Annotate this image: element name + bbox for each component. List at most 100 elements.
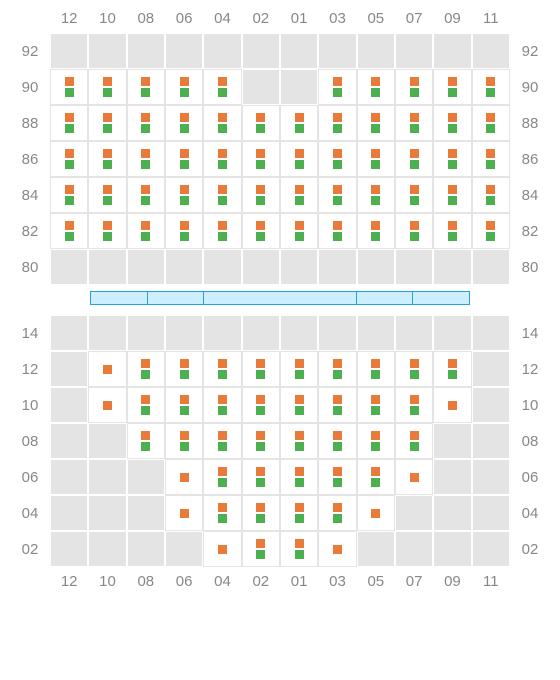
seat-cell[interactable]: [395, 105, 433, 141]
seat-cell[interactable]: [357, 141, 395, 177]
seat-cell[interactable]: [242, 213, 280, 249]
seat-cell[interactable]: [88, 105, 126, 141]
seat-cell[interactable]: [357, 177, 395, 213]
seat-cell[interactable]: [127, 213, 165, 249]
seat-cell[interactable]: [395, 69, 433, 105]
seat-cell[interactable]: [203, 351, 241, 387]
seat-cell[interactable]: [395, 351, 433, 387]
seat-cell[interactable]: [88, 351, 126, 387]
seat-cell[interactable]: [472, 177, 510, 213]
seat-cell[interactable]: [127, 105, 165, 141]
seat-cell[interactable]: [242, 105, 280, 141]
seat-cell[interactable]: [242, 177, 280, 213]
seat-cell[interactable]: [127, 177, 165, 213]
seat-cell[interactable]: [88, 141, 126, 177]
seat-cell[interactable]: [50, 141, 88, 177]
seat-cell[interactable]: [395, 459, 433, 495]
seat-cell[interactable]: [165, 495, 203, 531]
seat-cell[interactable]: [357, 213, 395, 249]
seat-cell[interactable]: [357, 69, 395, 105]
seat-cell[interactable]: [242, 141, 280, 177]
seat-cell[interactable]: [433, 351, 471, 387]
seat-cell[interactable]: [127, 351, 165, 387]
seat-cell[interactable]: [395, 423, 433, 459]
seat-cell[interactable]: [88, 177, 126, 213]
seat-cell[interactable]: [242, 423, 280, 459]
seat-cell[interactable]: [357, 351, 395, 387]
seat-cell[interactable]: [203, 423, 241, 459]
seat-cell[interactable]: [280, 495, 318, 531]
seat-cell[interactable]: [280, 531, 318, 567]
seat-cell[interactable]: [203, 495, 241, 531]
seat-cell[interactable]: [357, 387, 395, 423]
seat-cell[interactable]: [127, 423, 165, 459]
seat-cell[interactable]: [318, 213, 356, 249]
seat-cell[interactable]: [318, 387, 356, 423]
seat-cell[interactable]: [50, 105, 88, 141]
seat-cell[interactable]: [50, 213, 88, 249]
seat-cell[interactable]: [165, 69, 203, 105]
seat-cell[interactable]: [242, 531, 280, 567]
seat-cell[interactable]: [203, 531, 241, 567]
seat-cell[interactable]: [318, 141, 356, 177]
seat-cell[interactable]: [318, 459, 356, 495]
seat-cell[interactable]: [280, 105, 318, 141]
seat-cell[interactable]: [88, 213, 126, 249]
seat-cell[interactable]: [357, 459, 395, 495]
seat-cell[interactable]: [280, 459, 318, 495]
seat-cell[interactable]: [203, 213, 241, 249]
seat-cell[interactable]: [318, 177, 356, 213]
seat-cell[interactable]: [242, 351, 280, 387]
seat-cell[interactable]: [203, 141, 241, 177]
seat-cell[interactable]: [165, 141, 203, 177]
seat-cell[interactable]: [280, 141, 318, 177]
seat-cell[interactable]: [357, 423, 395, 459]
seat-cell[interactable]: [357, 105, 395, 141]
seat-cell[interactable]: [242, 459, 280, 495]
seat-cell[interactable]: [433, 105, 471, 141]
seat-cell[interactable]: [433, 213, 471, 249]
seat-cell[interactable]: [318, 105, 356, 141]
seat-cell[interactable]: [357, 495, 395, 531]
seat-cell[interactable]: [88, 69, 126, 105]
seat-cell[interactable]: [203, 387, 241, 423]
seat-cell[interactable]: [433, 141, 471, 177]
seat-cell[interactable]: [165, 423, 203, 459]
seat-cell[interactable]: [395, 387, 433, 423]
seat-cell[interactable]: [165, 387, 203, 423]
seat-cell[interactable]: [318, 495, 356, 531]
seat-cell[interactable]: [165, 459, 203, 495]
seat-cell[interactable]: [165, 213, 203, 249]
seat-cell[interactable]: [433, 69, 471, 105]
seat-cell[interactable]: [242, 387, 280, 423]
seat-cell[interactable]: [127, 69, 165, 105]
seat-cell[interactable]: [165, 351, 203, 387]
seat-cell[interactable]: [472, 69, 510, 105]
seat-cell[interactable]: [395, 141, 433, 177]
seat-cell[interactable]: [50, 69, 88, 105]
seat-cell[interactable]: [395, 177, 433, 213]
seat-cell[interactable]: [472, 141, 510, 177]
seat-cell[interactable]: [395, 213, 433, 249]
seat-cell[interactable]: [280, 351, 318, 387]
seat-cell[interactable]: [472, 105, 510, 141]
seat-cell[interactable]: [318, 531, 356, 567]
seat-cell[interactable]: [127, 141, 165, 177]
seat-cell[interactable]: [165, 105, 203, 141]
seat-cell[interactable]: [203, 105, 241, 141]
seat-cell[interactable]: [280, 177, 318, 213]
seat-cell[interactable]: [280, 387, 318, 423]
seat-cell[interactable]: [127, 387, 165, 423]
seat-cell[interactable]: [165, 177, 203, 213]
seat-cell[interactable]: [280, 213, 318, 249]
seat-cell[interactable]: [318, 69, 356, 105]
seat-cell[interactable]: [318, 423, 356, 459]
seat-cell[interactable]: [318, 351, 356, 387]
seat-cell[interactable]: [88, 387, 126, 423]
seat-cell[interactable]: [472, 213, 510, 249]
seat-cell[interactable]: [203, 459, 241, 495]
seat-cell[interactable]: [433, 387, 471, 423]
seat-cell[interactable]: [203, 69, 241, 105]
seat-cell[interactable]: [433, 177, 471, 213]
seat-cell[interactable]: [203, 177, 241, 213]
